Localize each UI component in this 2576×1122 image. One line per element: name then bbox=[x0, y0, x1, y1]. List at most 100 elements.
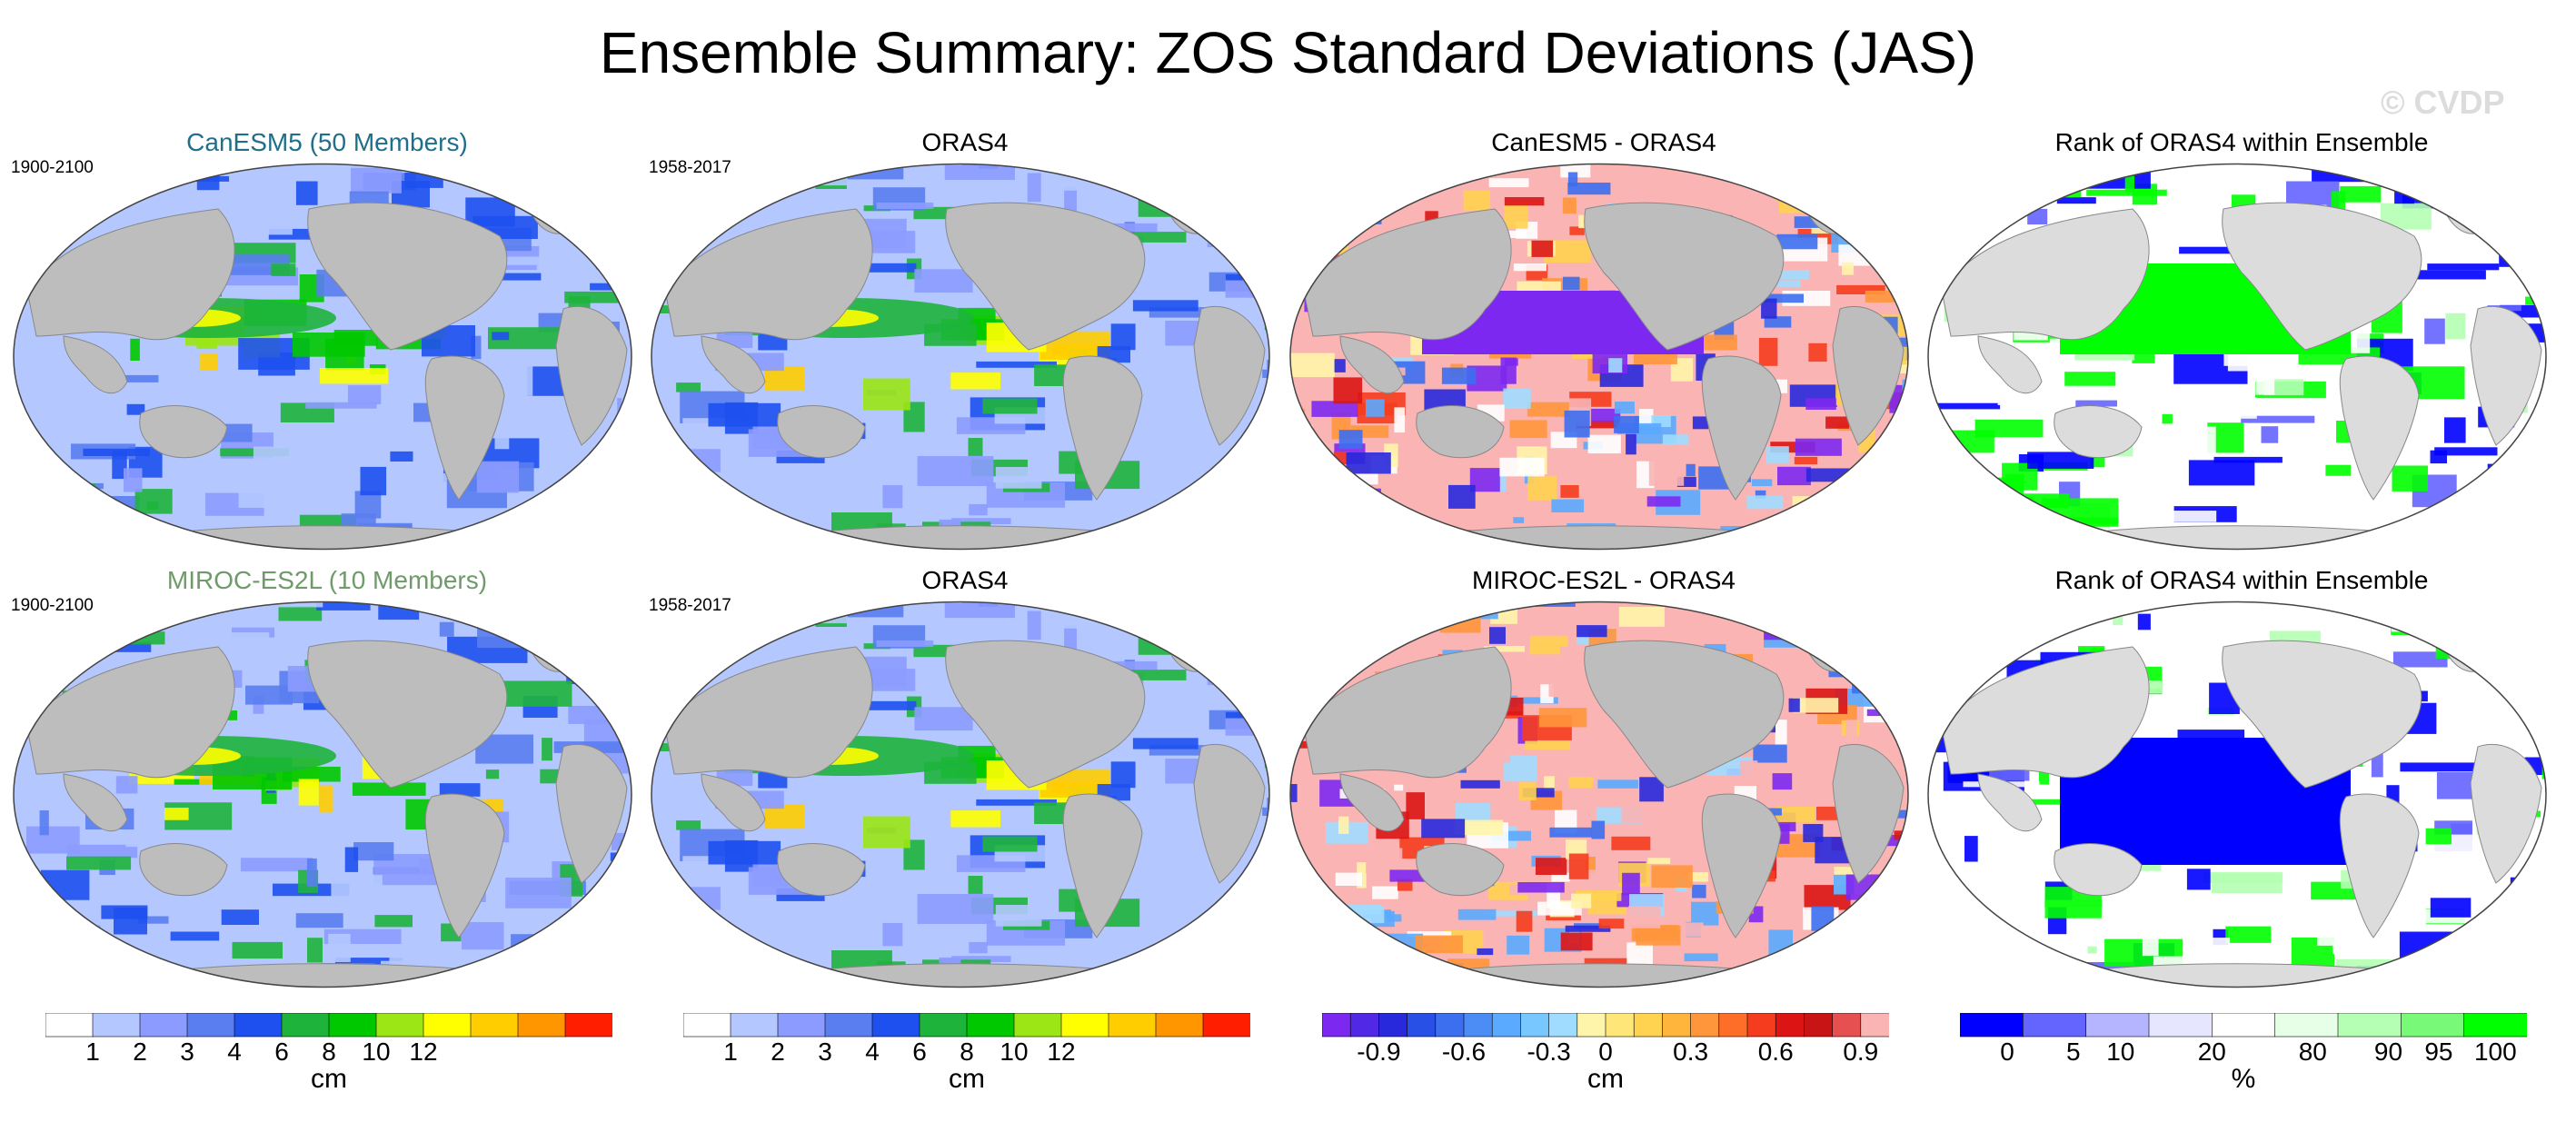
robinson-map bbox=[1927, 163, 2547, 551]
colorbar: 0 5 10 20 80 90 95 100% bbox=[1960, 1013, 2527, 1122]
panel-title: CanESM5 - ORAS4 bbox=[1491, 128, 1716, 156]
colorbar: 1 2 3 4 6 8 10 12 cm bbox=[683, 1013, 1250, 1122]
land-mass-1 bbox=[63, 335, 128, 394]
land-mass-6 bbox=[2059, 525, 2433, 550]
colorbar-box bbox=[1463, 1013, 1494, 1038]
colorbar-box bbox=[966, 1013, 1015, 1038]
land-mass-2 bbox=[2054, 405, 2143, 459]
colorbar-tick-label: 0.3 bbox=[1673, 1038, 1708, 1064]
colorbar-tick-label: 95 bbox=[2424, 1038, 2452, 1064]
colorbar-strip: 0 5 10 20 80 90 95 100 bbox=[1960, 1013, 2527, 1064]
colorbar-box bbox=[1832, 1013, 1862, 1038]
colorbar-box bbox=[1155, 1013, 1204, 1038]
colorbar-tick-label: 12 bbox=[1047, 1038, 1075, 1064]
land-mass-4 bbox=[1062, 355, 1143, 501]
colorbar: 1 2 3 4 6 8 10 12 cm bbox=[45, 1013, 612, 1122]
land-mass-3 bbox=[1584, 202, 1785, 351]
map-panel: MIROC-ES2L - ORAS4 bbox=[1286, 565, 1922, 992]
colorbar-box bbox=[1060, 1013, 1109, 1038]
land-mass-2 bbox=[2054, 843, 2143, 897]
colorbar-tick-label: 4 bbox=[865, 1038, 880, 1064]
panel-period: 1958-2017 bbox=[649, 596, 731, 615]
colorbar-box bbox=[1491, 1013, 1522, 1038]
colorbar-tick-label: 2 bbox=[771, 1038, 785, 1064]
robinson-map bbox=[651, 601, 1270, 988]
colorbar-tick-label: 1 bbox=[723, 1038, 738, 1064]
land-mass-0 bbox=[26, 208, 235, 341]
land-mass-6 bbox=[144, 525, 519, 550]
land-mass-6 bbox=[144, 963, 519, 988]
colorbar-box bbox=[328, 1013, 377, 1038]
colorbar-box bbox=[2023, 1013, 2087, 1038]
colorbar-box bbox=[2337, 1013, 2402, 1038]
robinson-map bbox=[1289, 601, 1909, 988]
colorbar-tick-label: 0.9 bbox=[1843, 1038, 1878, 1064]
colorbar-box bbox=[1548, 1013, 1578, 1038]
land-mass-6 bbox=[782, 963, 1157, 988]
colorbar-box bbox=[1349, 1013, 1380, 1038]
robinson-map bbox=[13, 601, 632, 988]
colorbar-box bbox=[281, 1013, 330, 1038]
colorbar-box bbox=[139, 1013, 188, 1038]
land-mass-6 bbox=[1421, 525, 1795, 550]
colorbar-strip: -0.9 -0.6 -0.3 0 0.3 0.6 0.9 bbox=[1322, 1013, 1889, 1064]
land-mass-1 bbox=[1977, 773, 2043, 832]
land-mass-0 bbox=[1303, 646, 1512, 779]
map-panel: Rank of ORAS4 within Ensemble bbox=[1924, 127, 2560, 554]
land-mass-2 bbox=[139, 405, 228, 459]
land-mass-0 bbox=[1303, 208, 1512, 341]
colorbar-box bbox=[1520, 1013, 1550, 1038]
colorbar-tick-label: 2 bbox=[133, 1038, 147, 1064]
colorbar-unit: cm bbox=[311, 1064, 347, 1094]
land-mass-2 bbox=[1416, 843, 1505, 897]
robinson-map bbox=[1289, 163, 1909, 551]
colorbar-tick-label: 0 bbox=[2000, 1038, 2014, 1064]
colorbar-box bbox=[423, 1013, 472, 1038]
colorbar-tick-label: 3 bbox=[818, 1038, 832, 1064]
colorbar-box bbox=[1860, 1013, 1889, 1038]
land-mass-0 bbox=[664, 208, 873, 341]
colorbar-tick-label: 20 bbox=[2198, 1038, 2226, 1064]
map-panel: Rank of ORAS4 within Ensemble bbox=[1924, 565, 2560, 992]
colorbar-tick-label: 12 bbox=[409, 1038, 437, 1064]
colorbar-tick-label: -0.9 bbox=[1357, 1038, 1400, 1064]
land-mass-0 bbox=[1941, 208, 2150, 341]
colorbar-box bbox=[683, 1013, 731, 1038]
colorbar-box bbox=[1202, 1013, 1250, 1038]
land-mass-5 bbox=[555, 743, 628, 884]
colorbar-tick-label: 80 bbox=[2299, 1038, 2327, 1064]
colorbar-tick-label: 90 bbox=[2374, 1038, 2402, 1064]
panel-period: 1958-2017 bbox=[649, 158, 731, 177]
panel-title: ORAS4 bbox=[921, 128, 1009, 156]
panel-title: MIROC-ES2L (10 Members) bbox=[166, 566, 488, 594]
colorbar-box bbox=[1775, 1013, 1805, 1038]
colorbar-unit: cm bbox=[1587, 1064, 1624, 1094]
robinson-map bbox=[651, 163, 1270, 551]
land-mass-6 bbox=[1421, 963, 1795, 988]
robinson-map bbox=[1927, 601, 2547, 988]
panel-title: MIROC-ES2L - ORAS4 bbox=[1472, 566, 1736, 594]
map-panel: ORAS4 1958-2017 bbox=[647, 127, 1283, 554]
land-mass-2 bbox=[139, 843, 228, 897]
colorbar-box bbox=[1662, 1013, 1692, 1038]
colorbar-box bbox=[1322, 1013, 1352, 1038]
land-mass-1 bbox=[701, 773, 766, 832]
panel-title: CanESM5 (50 Members) bbox=[186, 128, 468, 156]
land-mass-0 bbox=[1941, 646, 2150, 779]
colorbar-strip: 1 2 3 4 6 8 10 12 bbox=[683, 1013, 1250, 1064]
colorbar-tick-label: 100 bbox=[2474, 1038, 2517, 1064]
colorbar-box bbox=[2401, 1013, 2465, 1038]
colorbar-box bbox=[1108, 1013, 1157, 1038]
colorbar-tick-label: 0 bbox=[1598, 1038, 1613, 1064]
colorbar-box bbox=[824, 1013, 873, 1038]
land-mass-4 bbox=[1701, 793, 1782, 938]
land-mass-6 bbox=[2059, 963, 2433, 988]
land-mass-2 bbox=[777, 843, 866, 897]
colorbar-tick-label: 10 bbox=[1000, 1038, 1028, 1064]
colorbar-box bbox=[2085, 1013, 2150, 1038]
colorbar-box bbox=[1804, 1013, 1834, 1038]
land-mass-0 bbox=[26, 646, 235, 779]
map-panel: ORAS4 1958-2017 bbox=[647, 565, 1283, 992]
colorbar-box bbox=[1746, 1013, 1777, 1038]
land-mass-3 bbox=[945, 640, 1146, 789]
